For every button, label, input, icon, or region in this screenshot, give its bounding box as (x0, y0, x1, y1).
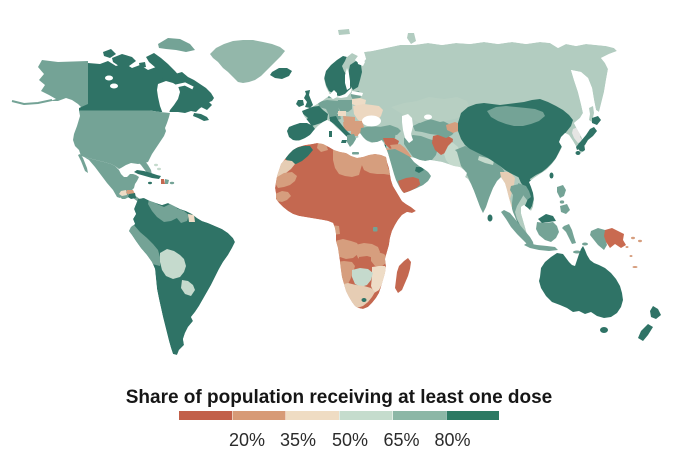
svg-text:50%: 50% (332, 430, 368, 450)
svg-text:20%: 20% (229, 430, 265, 450)
svg-text:35%: 35% (280, 430, 316, 450)
svg-text:65%: 65% (383, 430, 419, 450)
svg-text:80%: 80% (434, 430, 470, 450)
svg-text:Share of population receiving: Share of population receiving at least o… (126, 387, 553, 408)
